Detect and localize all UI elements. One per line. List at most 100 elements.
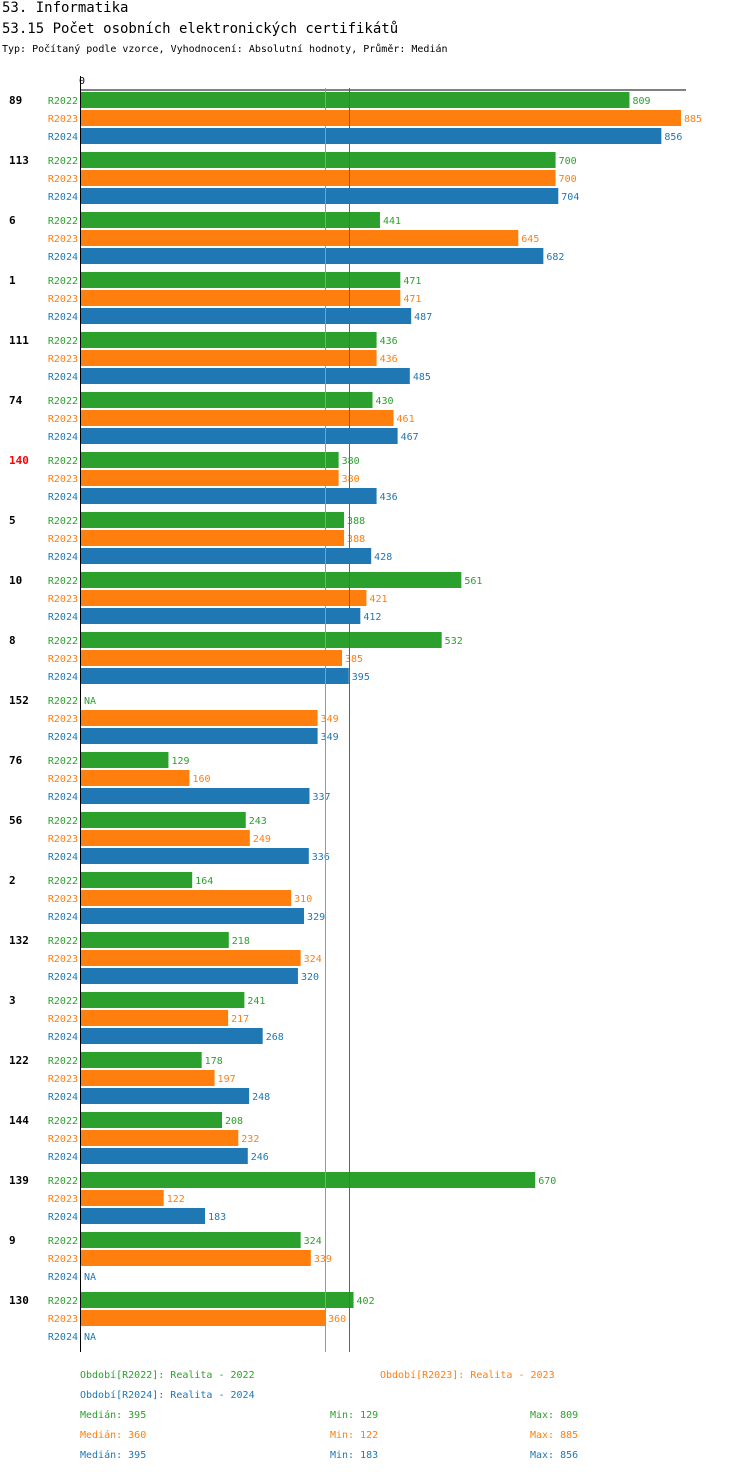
bar-r2024 (81, 428, 398, 444)
bar-r2022 (81, 812, 246, 828)
data-label: 183 (208, 1212, 226, 1223)
series-label: R2023 (48, 1254, 78, 1265)
data-label: 388 (347, 516, 365, 527)
series-label: R2023 (48, 954, 78, 965)
data-label: 337 (312, 792, 330, 803)
bar-r2023 (81, 590, 367, 606)
data-label: 487 (414, 312, 432, 323)
stat-max: Max: 809 (530, 1410, 578, 1421)
bar-r2022 (81, 632, 442, 648)
series-label: R2024 (48, 612, 78, 623)
data-label: 339 (314, 1254, 332, 1265)
data-label: 645 (521, 234, 539, 245)
group-label: 5 (9, 514, 16, 527)
data-label: 385 (345, 654, 363, 665)
series-label: R2024 (48, 552, 78, 563)
bar-r2024 (81, 308, 412, 324)
data-label: 268 (266, 1032, 284, 1043)
stat-max: Max: 885 (530, 1430, 578, 1441)
series-label: R2023 (48, 234, 78, 245)
series-label: R2022 (48, 156, 78, 167)
legend-item: Období[R2024]: Realita - 2024 (80, 1389, 255, 1401)
series-label: R2022 (48, 456, 78, 467)
data-label: 197 (218, 1074, 236, 1085)
series-label: R2022 (48, 1116, 78, 1127)
bar-r2023 (81, 950, 301, 966)
series-label: R2022 (48, 876, 78, 887)
series-label: R2022 (48, 636, 78, 647)
data-label: 241 (247, 996, 265, 1007)
series-label: R2022 (48, 276, 78, 287)
group-label: 113 (9, 154, 29, 167)
series-label: R2023 (48, 714, 78, 725)
data-label: 412 (363, 612, 381, 623)
data-label: 809 (632, 96, 650, 107)
series-label: R2022 (48, 996, 78, 1007)
na-label: NA (84, 1332, 96, 1343)
data-label: 421 (369, 594, 387, 605)
bar-r2024 (81, 1148, 248, 1164)
bar-r2023 (81, 230, 519, 246)
data-label: 471 (403, 276, 421, 287)
group-label: 74 (9, 394, 23, 407)
group-label: 10 (9, 574, 22, 587)
data-label: 246 (251, 1152, 269, 1163)
series-label: R2022 (48, 1176, 78, 1187)
series-label: R2022 (48, 96, 78, 107)
group-label: 1 (9, 274, 16, 287)
bar-r2022 (81, 1052, 202, 1068)
series-label: R2024 (48, 672, 78, 683)
series-label: R2022 (48, 696, 78, 707)
series-label: R2024 (48, 972, 78, 983)
data-label: 248 (252, 1092, 270, 1103)
data-label: 320 (301, 972, 319, 983)
series-label: R2022 (48, 936, 78, 947)
bar-r2023 (81, 290, 401, 306)
series-label: R2024 (48, 1272, 78, 1283)
series-label: R2022 (48, 1236, 78, 1247)
data-label: 160 (192, 774, 210, 785)
group-label: 111 (9, 334, 29, 347)
group-label: 8 (9, 634, 16, 647)
group-label: 132 (9, 934, 29, 947)
data-label: 670 (538, 1176, 556, 1187)
series-label: R2024 (48, 852, 78, 863)
data-label: 329 (307, 912, 325, 923)
bar-r2024 (81, 1208, 206, 1224)
series-label: R2024 (48, 732, 78, 743)
bar-r2022 (81, 572, 462, 588)
data-label: 532 (445, 636, 463, 647)
data-label: 324 (304, 1236, 322, 1247)
series-label: R2022 (48, 516, 78, 527)
data-label: 561 (464, 576, 482, 587)
data-label: 485 (413, 372, 431, 383)
chart-meta: Typ: Počítaný podle vzorce, Vyhodnocení:… (2, 44, 448, 55)
data-label: 395 (352, 672, 370, 683)
data-label: 461 (397, 414, 415, 425)
group-label: 6 (9, 214, 16, 227)
series-label: R2022 (48, 396, 78, 407)
bar-r2023 (81, 830, 250, 846)
bar-r2024 (81, 908, 305, 924)
bar-r2023 (81, 170, 556, 186)
bar-r2023 (81, 530, 345, 546)
stat-median: Medián: 395 (80, 1449, 146, 1461)
bar-r2023 (81, 350, 377, 366)
data-label: 336 (312, 852, 330, 863)
series-label: R2022 (48, 1056, 78, 1067)
data-label: 682 (546, 252, 564, 263)
series-label: R2022 (48, 756, 78, 767)
group-label: 56 (9, 814, 23, 827)
data-label: 436 (380, 354, 398, 365)
series-label: R2022 (48, 336, 78, 347)
bar-r2024 (81, 368, 410, 384)
series-label: R2024 (48, 1092, 78, 1103)
data-label: 700 (559, 156, 577, 167)
bar-r2022 (81, 992, 245, 1008)
stat-min: Min: 183 (330, 1450, 378, 1461)
legend-item: Období[R2022]: Realita - 2022 (80, 1369, 255, 1381)
data-label: 164 (195, 876, 213, 887)
data-label: 249 (253, 834, 271, 845)
data-label: 324 (304, 954, 322, 965)
series-label: R2023 (48, 1014, 78, 1025)
